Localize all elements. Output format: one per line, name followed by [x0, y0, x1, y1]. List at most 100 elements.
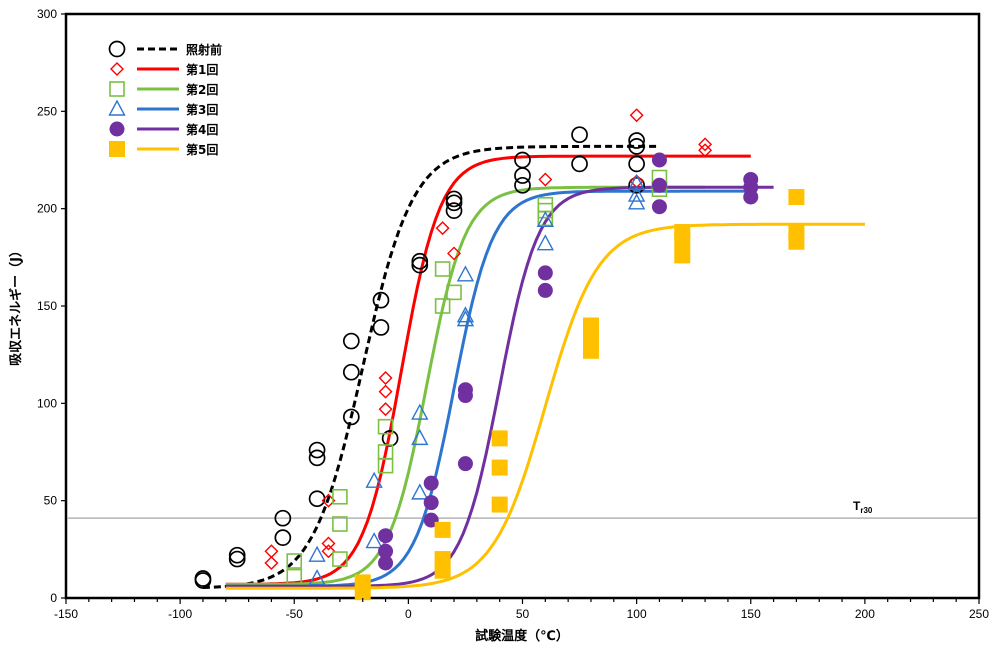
- data-point-series-6-shape: [674, 247, 691, 264]
- data-point-series-3: [332, 551, 348, 567]
- data-point-series-2: [321, 536, 336, 551]
- data-point-series-5: [651, 199, 667, 215]
- data-point-series-1: [445, 190, 463, 208]
- data-point-series-5-shape: [537, 265, 553, 281]
- fit-curves: [202, 144, 865, 590]
- data-point-series-4: [456, 265, 475, 282]
- data-point-series-1-shape: [571, 155, 588, 173]
- data-point-series-1: [274, 509, 292, 527]
- legend-marker-2-shape: [110, 62, 124, 76]
- data-point-series-3: [434, 298, 451, 314]
- data-point-series-6-shape: [582, 329, 599, 346]
- legend-marker-5: [109, 121, 125, 137]
- data-point-series-1-shape: [308, 449, 326, 467]
- data-point-series-4-shape: [456, 310, 475, 327]
- legend-label-2: 第1回: [186, 62, 218, 77]
- plot-frame: [64, 12, 981, 600]
- data-point-series-1-shape: [445, 202, 463, 219]
- data-point-series-5: [378, 543, 394, 559]
- data-point-series-6: [788, 188, 805, 205]
- data-point-series-3-shape: [286, 568, 303, 585]
- data-point-series-1: [628, 138, 645, 155]
- data-point-series-1-shape: [411, 252, 429, 270]
- data-point-series-1-shape: [445, 190, 463, 208]
- y-tick-label: 50: [44, 494, 58, 508]
- data-point-series-6: [582, 342, 599, 359]
- data-point-series-1-shape: [628, 132, 645, 149]
- data-point-series-3: [332, 516, 348, 532]
- data-point-series-5-shape: [651, 152, 667, 168]
- legend-marker-6-shape: [109, 141, 125, 157]
- data-point-series-4-shape: [456, 306, 475, 323]
- data-point-series-5: [423, 495, 439, 511]
- data-point-series-1: [342, 363, 360, 381]
- legend-label-1: 照射前: [186, 42, 222, 57]
- data-point-series-5: [651, 177, 667, 193]
- data-point-series-3: [377, 457, 394, 474]
- x-tick-label: -150: [54, 607, 78, 621]
- data-point-series-5-shape: [378, 555, 394, 571]
- data-point-series-4: [411, 428, 429, 446]
- data-point-series-5-shape: [378, 543, 394, 559]
- data-point-series-6-shape: [434, 521, 451, 538]
- x-tick-label: 200: [855, 607, 875, 621]
- data-point-series-2: [698, 143, 713, 158]
- data-point-series-1-shape: [514, 176, 531, 194]
- data-point-series-1: [445, 202, 463, 219]
- data-point-series-2: [321, 544, 336, 559]
- y-axis-title: 吸収エネルギー（J）: [8, 244, 24, 366]
- data-point-series-2: [378, 402, 393, 417]
- data-point-series-4-shape: [536, 234, 554, 251]
- data-point-series-1-shape: [628, 176, 645, 194]
- data-point-series-5-shape: [651, 177, 667, 193]
- legend-label-6: 第5回: [186, 142, 218, 157]
- legend-marker-1-shape: [108, 40, 126, 58]
- data-point-series-4: [456, 306, 475, 323]
- data-point-series-4-shape: [365, 532, 383, 549]
- data-point-series-4: [627, 185, 646, 202]
- data-point-series-1: [628, 155, 645, 173]
- data-point-series-2-shape: [264, 555, 279, 570]
- x-tick-label: 100: [627, 607, 647, 621]
- data-point-series-1: [411, 252, 429, 270]
- data-point-series-4-shape: [411, 483, 429, 500]
- legend-label-4: 第3回: [186, 102, 218, 117]
- data-point-series-6-shape: [788, 233, 805, 250]
- reference-line-label-sub: r30: [860, 506, 873, 515]
- data-point-series-1: [228, 550, 246, 568]
- data-point-series-1: [571, 155, 588, 173]
- data-point-series-3: [446, 284, 462, 301]
- data-point-series-4-shape: [411, 403, 429, 420]
- data-point-series-6: [491, 430, 508, 447]
- data-point-series-4: [308, 569, 326, 586]
- data-point-series-1-shape: [628, 155, 645, 173]
- data-point-series-6-shape: [434, 562, 451, 579]
- axis-ticks: -150 -100 -50 0 50 100 150 200 250 0 50 100 150 200 25…: [37, 7, 989, 621]
- x-tick-label: 50: [516, 607, 530, 621]
- data-point-series-2-shape: [698, 137, 713, 152]
- legend-marker-3-shape: [109, 81, 125, 97]
- data-point-series-6-shape: [582, 342, 599, 359]
- data-point-series-4: [627, 173, 646, 191]
- data-point-series-1-shape: [372, 319, 390, 336]
- data-point-series-5-shape: [537, 282, 553, 298]
- data-point-series-5: [743, 189, 759, 205]
- data-point-series-5: [457, 456, 473, 472]
- data-point-series-1: [308, 441, 326, 459]
- data-point-series-2-shape: [447, 246, 462, 261]
- data-point-series-5: [378, 555, 394, 571]
- data-point-series-3-shape: [332, 551, 348, 567]
- legend-marker-5-shape: [109, 121, 125, 137]
- data-point-series-6: [674, 247, 691, 264]
- x-tick-label: 0: [405, 607, 412, 621]
- data-point-series-1-shape: [381, 430, 399, 447]
- data-point-series-1: [342, 408, 360, 426]
- data-point-series-3: [286, 568, 303, 585]
- data-point-series-2: [447, 246, 462, 261]
- data-point-series-5: [537, 265, 553, 281]
- data-point-series-1: [514, 167, 531, 184]
- fit-curve-series-1: [202, 144, 660, 589]
- x-tick-label: 250: [969, 607, 989, 621]
- data-point-series-4: [411, 403, 429, 420]
